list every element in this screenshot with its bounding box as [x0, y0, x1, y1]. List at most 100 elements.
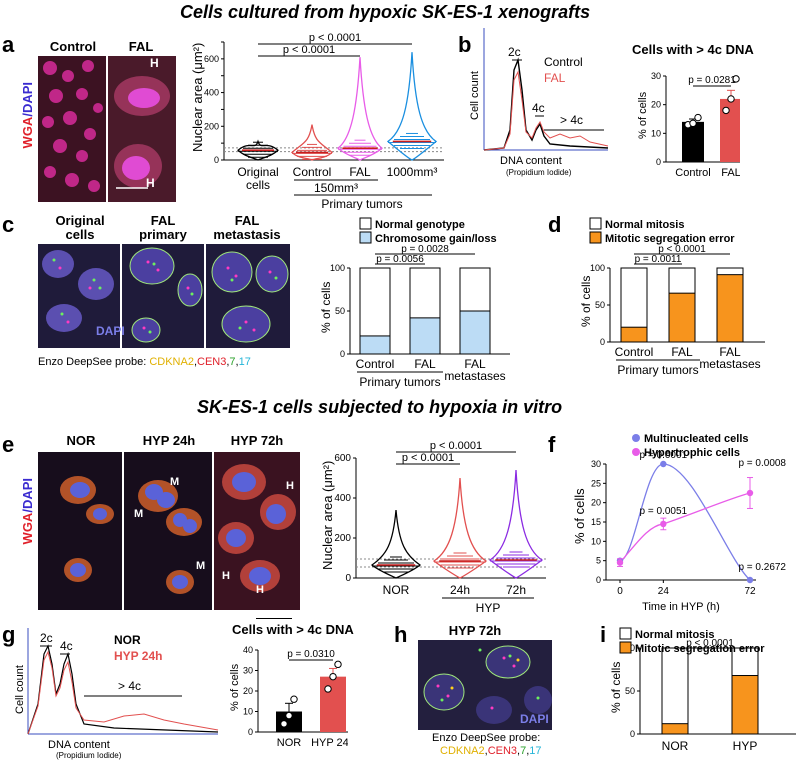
legend-label-normal: Normal mitosis	[635, 629, 714, 641]
stack-ylabel: % of cells	[319, 282, 333, 333]
section-title-hypoxia: SK-ES-1 cells subjected to hypoxia in vi…	[197, 397, 563, 417]
micrograph-e-nor	[38, 452, 122, 610]
legend-swatch-abnormal	[359, 231, 372, 244]
panel-label-g: g	[2, 622, 16, 647]
header-original-text: Original cells	[55, 213, 105, 242]
x-label-1000: 1000mm³	[387, 165, 438, 179]
pvalue-label: p = 0.0056	[376, 254, 424, 265]
violin-shape	[336, 57, 384, 161]
probe-cdkn-c: CDKNA2	[149, 356, 194, 368]
pvalue-label: p < 0.0001	[402, 452, 454, 464]
ytick-label: 50	[595, 300, 605, 310]
pvalue-multi-24: p = 0.0001	[640, 450, 688, 461]
panel-label-d: d	[548, 212, 562, 237]
panel-label-e: e	[2, 432, 15, 457]
point-multinucleated	[660, 460, 667, 468]
micrograph-a-fal	[108, 56, 176, 202]
panel-a-header-fal: FAL	[128, 39, 154, 54]
bar-category-label: NOR	[277, 737, 302, 749]
ytick-label: 40	[243, 645, 253, 655]
mark-h-e1: H	[286, 480, 294, 492]
mark-h-e2: H	[222, 570, 230, 582]
violin-a-ylabel: Nuclear area (μm²)	[190, 43, 205, 152]
cell-image-a-fal	[108, 56, 176, 202]
group-primary-label: Primary tumors	[321, 197, 402, 210]
micrograph-c-fal-primary	[122, 244, 204, 348]
violin-shape	[237, 139, 279, 161]
panel-e-header-hyp72: HYP 72h	[230, 433, 284, 448]
ytick-label: 0	[340, 349, 345, 359]
micrograph-c-fal-metastasis	[206, 244, 290, 348]
ytick-label: 0	[345, 573, 351, 584]
data-point	[732, 75, 740, 83]
violin-shape	[432, 477, 488, 579]
legend-g-nor: NOR	[114, 633, 141, 647]
label-g-4c: 4c	[60, 639, 73, 653]
data-point	[689, 119, 697, 128]
legend-swatch-hypertrophic	[632, 448, 640, 456]
hist-b-xsub: (Propidium Iodide)	[506, 168, 572, 177]
bar-0	[682, 121, 704, 162]
ytick-label: 10	[651, 128, 661, 138]
ytick-label: 0	[596, 575, 601, 585]
stack-bar-abnormal	[409, 317, 441, 355]
bar-b-title: Cells with > 4c DNA	[632, 42, 754, 57]
ytick-label: 20	[243, 686, 253, 696]
ytick-label: 600	[204, 54, 219, 64]
ytick-label: 400	[204, 88, 219, 98]
pvalue-hyper-72: p = 0.0008	[738, 458, 786, 469]
dapi-label-c: DAPI	[96, 324, 125, 338]
violin-shape	[370, 509, 422, 579]
stack-bar-abnormal	[620, 326, 648, 343]
ytick-label: 15	[591, 517, 601, 527]
hist-g-xsub: (Propidium Iodide)	[56, 751, 122, 760]
data-point	[290, 695, 298, 703]
fish-image-fal-primary	[122, 244, 204, 348]
stain-wga-e: WGA	[20, 512, 35, 545]
legend-swatch-abnormal	[619, 641, 632, 654]
ytick-label: 100	[590, 263, 605, 273]
hist-g-ylabel: Cell count	[14, 665, 26, 714]
cell-image-a-control	[38, 56, 106, 202]
x-label-original-2: cells	[246, 178, 270, 192]
ytick-label: 50	[625, 686, 635, 696]
probe-17-h: 17	[529, 745, 542, 757]
ytick-label: 20	[591, 498, 601, 508]
mark-h-e3: H	[256, 584, 264, 596]
stack-bar-normal	[661, 647, 689, 735]
line-multinucleated	[619, 463, 751, 581]
ytick-label: 400	[334, 493, 351, 504]
probe-7-c: 7	[229, 356, 236, 368]
stack-bar-abnormal	[668, 292, 696, 343]
x-label-fal: FAL	[414, 357, 436, 371]
hist-g-hyp	[27, 650, 219, 735]
chart-f-line: 0 5 10 15 20 25 30 0 24 72 Time in HYP (h) % of cel…	[572, 433, 786, 613]
legend-g-hyp: HYP 24h	[114, 649, 162, 663]
ytick-label: 10	[243, 707, 253, 717]
panel-e-stain-label: WGA/DAPI	[20, 478, 35, 544]
pvalue-hyper-24: p = 0.0051	[640, 506, 688, 517]
pvalue-label: p < 0.0001	[283, 44, 335, 56]
bar-ylabel: % of cells	[229, 663, 241, 711]
group-150-label: 150mm³	[314, 181, 358, 195]
fish-image-h	[418, 640, 552, 730]
x-label-nor: NOR	[662, 739, 689, 753]
bar-category-label: FAL	[721, 167, 740, 179]
bar-1	[320, 676, 346, 732]
panel-a-stain-label: WGA/DAPI	[20, 82, 35, 148]
label-g-gt4c: > 4c	[118, 679, 141, 693]
pvalue-label: p = 0.0028	[401, 244, 449, 255]
micrograph-e-hyp24	[124, 452, 212, 610]
xtick-label: 0	[617, 586, 623, 597]
panel-c-header-original: Original cells	[40, 214, 120, 242]
cell-image-e-nor	[38, 452, 122, 610]
panel-label-f: f	[548, 432, 556, 457]
probe-legend-h-line2: CDKNA2,CEN3,7,17	[440, 745, 542, 757]
x-label-fal-meta: FAL	[464, 357, 486, 371]
data-point	[324, 685, 332, 693]
panel-label-c: c	[2, 212, 15, 237]
group-label: Primary tumors	[359, 375, 440, 389]
